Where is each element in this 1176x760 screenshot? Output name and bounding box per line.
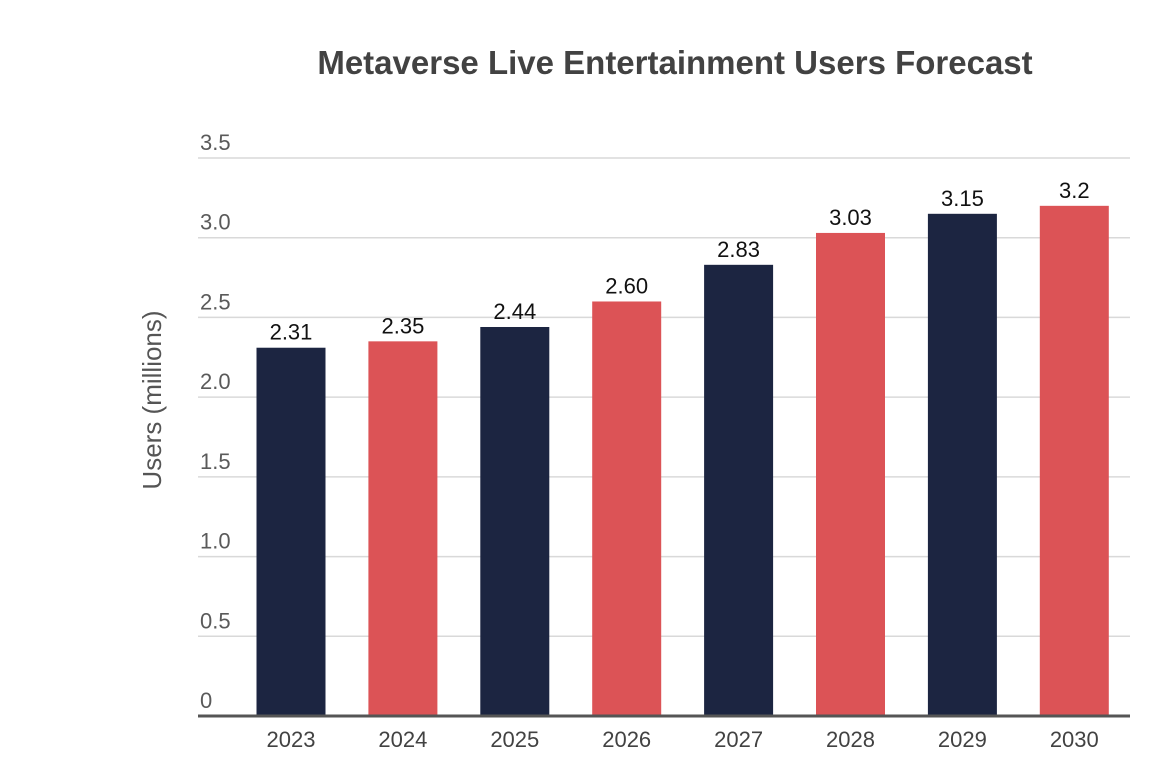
chart-title: Metaverse Live Entertainment Users Forec… — [317, 44, 1033, 81]
data-label-2026: 2.60 — [605, 273, 648, 298]
x-tick-label-2028: 2028 — [826, 727, 875, 752]
x-axis-ticks: 2023 2024 2025 2026 2027 2028 2029 2030 — [267, 727, 1099, 752]
bar-2029 — [927, 213, 997, 717]
x-tick-label-2023: 2023 — [267, 727, 316, 752]
data-labels: 2.31 2.35 2.44 2.60 2.83 3.03 3.15 3.2 — [270, 178, 1090, 345]
y-tick-label: 3.5 — [200, 130, 231, 155]
x-tick-label-2029: 2029 — [938, 727, 987, 752]
data-label-2023: 2.31 — [270, 320, 313, 345]
bar-2026 — [592, 301, 662, 716]
data-label-2027: 2.83 — [717, 237, 760, 262]
y-tick-label: 0 — [200, 688, 212, 713]
bar-2024 — [368, 341, 438, 716]
y-tick-label: 2.0 — [200, 369, 231, 394]
data-label-2025: 2.44 — [493, 299, 536, 324]
x-tick-label-2025: 2025 — [490, 727, 539, 752]
bar-2023 — [256, 347, 326, 716]
y-axis-ticks: 0 0.5 1.0 1.5 2.0 2.5 3.0 3.5 — [200, 130, 231, 713]
y-tick-label: 3.0 — [200, 210, 231, 235]
x-tick-label-2030: 2030 — [1050, 727, 1099, 752]
bar-2028 — [816, 232, 885, 716]
x-tick-label-2026: 2026 — [602, 727, 651, 752]
y-axis-label: Users (millions) — [137, 310, 167, 489]
bar-2030 — [1039, 205, 1109, 717]
bar-2025 — [480, 326, 550, 716]
y-tick-label: 0.5 — [200, 608, 231, 633]
x-tick-label-2027: 2027 — [714, 727, 763, 752]
data-label-2030: 3.2 — [1059, 178, 1090, 203]
x-tick-label-2024: 2024 — [378, 727, 427, 752]
data-label-2029: 3.15 — [941, 186, 984, 211]
y-tick-label: 1.0 — [200, 529, 231, 554]
bars — [256, 205, 1109, 717]
data-label-2024: 2.35 — [381, 313, 424, 338]
y-tick-label: 1.5 — [200, 449, 231, 474]
data-label-2028: 3.03 — [829, 205, 872, 230]
y-tick-label: 2.5 — [200, 289, 231, 314]
bar-2027 — [704, 264, 774, 716]
